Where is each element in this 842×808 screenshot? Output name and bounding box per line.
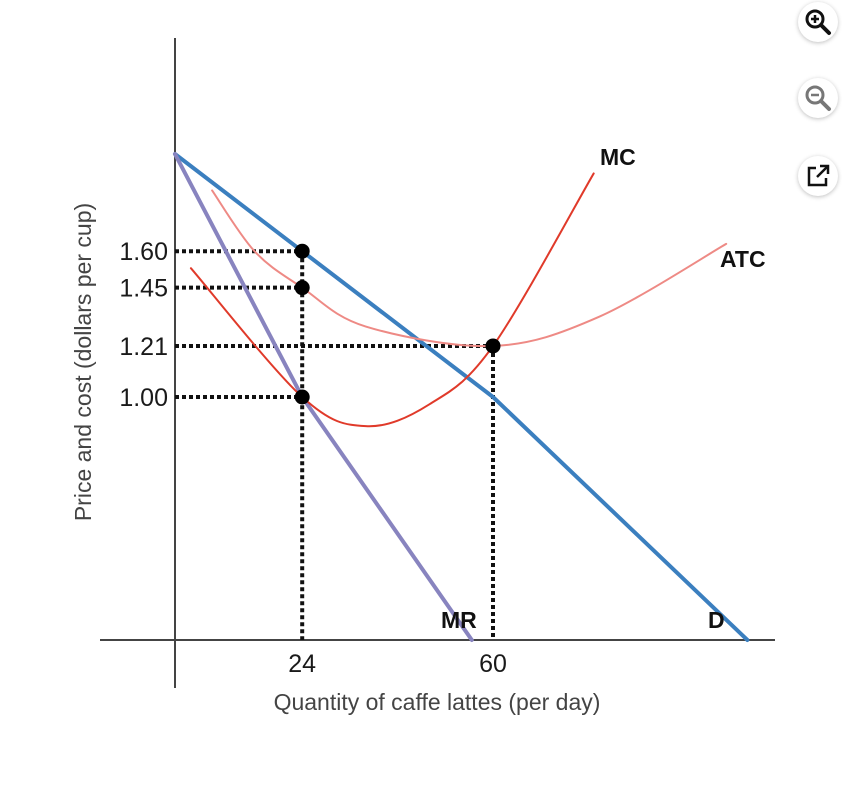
- open-external-icon: [807, 164, 830, 187]
- zoom-in-icon: [805, 9, 831, 35]
- y-tick-label-1: 1.45: [119, 275, 168, 303]
- y-axis-label: Price and cost (dollars per cup): [70, 203, 96, 521]
- open-external-button[interactable]: [798, 156, 838, 196]
- series-atc-line: [211, 189, 728, 348]
- zoom-in-button[interactable]: [798, 2, 838, 42]
- series-atc-label: ATC: [720, 246, 766, 272]
- x-axis-label: Quantity of caffe lattes (per day): [274, 689, 601, 715]
- zoom-out-button[interactable]: [798, 78, 838, 118]
- series-mc-label: MC: [600, 144, 636, 170]
- point-2: [294, 389, 310, 405]
- point-0: [294, 243, 310, 259]
- y-tick-label-3: 1.00: [119, 384, 168, 412]
- point-3: [485, 338, 501, 354]
- series-mr-label: MR: [441, 607, 477, 633]
- series-d-line: [173, 152, 750, 642]
- x-tick-label-0: 24: [288, 650, 316, 678]
- series-d-label: D: [708, 607, 725, 633]
- y-tick-label-2: 1.21: [119, 333, 168, 361]
- zoom-out-icon: [805, 85, 831, 111]
- x-tick-label-1: 60: [479, 650, 507, 678]
- series-mc-line: [189, 172, 595, 428]
- y-tick-label-0: 1.60: [119, 238, 168, 266]
- point-1: [294, 280, 310, 296]
